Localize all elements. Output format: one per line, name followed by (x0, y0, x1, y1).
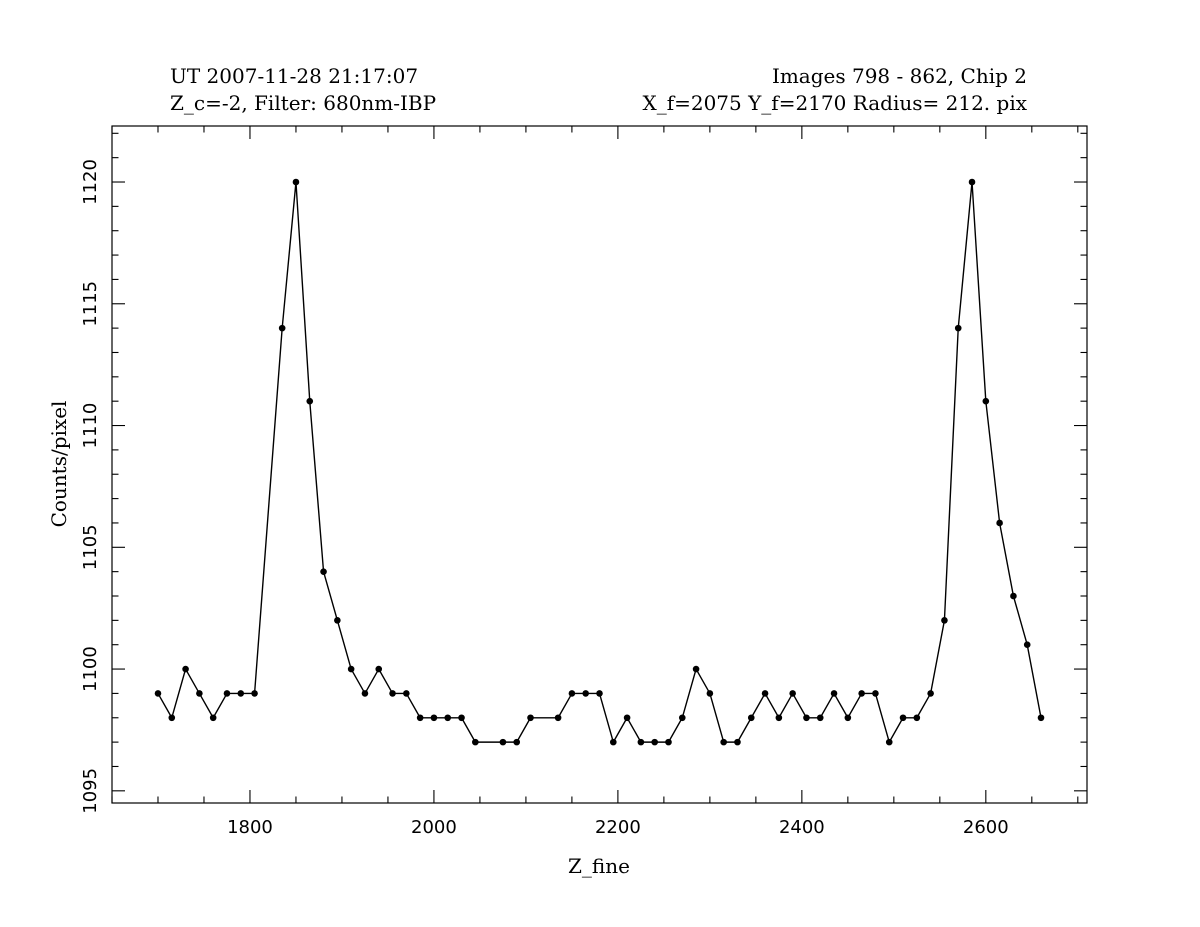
data-point (278, 324, 286, 332)
data-point (499, 738, 507, 746)
data-point (306, 397, 314, 405)
data-point (196, 690, 203, 697)
data-point (375, 665, 383, 673)
data-point (237, 690, 245, 697)
data-point (334, 617, 341, 624)
data-point (982, 397, 990, 405)
data-point (665, 738, 672, 746)
x-tick-label: 1800 (227, 817, 273, 838)
data-point (803, 714, 810, 722)
data-point (899, 714, 907, 722)
data-point (596, 690, 603, 697)
data-point (609, 738, 617, 746)
data-point (720, 738, 727, 746)
data-series (154, 178, 1045, 746)
data-point (996, 519, 1003, 527)
axis-ticks: 1800 2000 2200 2400 2600 1095 1100 1105 1110 1115… (80, 126, 1087, 838)
data-point (554, 714, 562, 722)
data-point (927, 690, 934, 697)
data-point (830, 690, 838, 697)
data-point (623, 714, 631, 722)
data-point (582, 690, 590, 697)
data-point (444, 714, 452, 722)
data-point (1037, 714, 1045, 722)
data-point (941, 617, 948, 624)
data-point (913, 714, 921, 722)
data-point (154, 690, 162, 697)
data-point (858, 690, 865, 697)
y-tick-label: 1095 (80, 768, 101, 814)
data-point (872, 690, 879, 697)
x-tick-label: 2200 (595, 817, 641, 838)
y-axis-label: Counts/pixel (47, 401, 71, 528)
header-images: Images 798 - 862, Chip 2 (772, 64, 1027, 88)
data-point (292, 178, 300, 186)
data-point (692, 665, 700, 673)
data-point (527, 714, 534, 722)
data-point (568, 690, 576, 697)
data-point (747, 714, 755, 722)
data-point (209, 714, 217, 722)
data-point (320, 568, 327, 575)
data-point (1010, 592, 1017, 600)
data-point (637, 738, 645, 746)
data-point (968, 178, 976, 186)
header-position: X_f=2075 Y_f=2170 Radius= 212. pix (642, 91, 1027, 115)
data-point (816, 714, 824, 722)
series-line (157, 181, 1042, 743)
header-filter: Z_c=-2, Filter: 680nm-IBP (170, 91, 436, 115)
data-point (761, 690, 769, 697)
y-tick-label: 1115 (80, 281, 101, 327)
data-point (168, 714, 176, 722)
data-point (1023, 641, 1031, 649)
data-point (789, 690, 796, 697)
data-point (182, 665, 189, 673)
y-tick-label: 1105 (80, 524, 101, 570)
data-point (844, 714, 852, 722)
data-point (651, 738, 658, 746)
plot-frame (111, 125, 1088, 804)
data-point (775, 714, 783, 722)
data-point (403, 690, 410, 697)
data-point (251, 690, 258, 697)
data-point (954, 324, 962, 332)
data-point (513, 738, 521, 746)
data-point (458, 714, 465, 722)
header-timestamp: UT 2007-11-28 21:17:07 (170, 64, 418, 88)
x-tick-label: 2000 (411, 817, 457, 838)
data-point (389, 690, 396, 697)
data-point (734, 738, 741, 746)
data-point (678, 714, 686, 722)
data-point (361, 690, 369, 697)
data-point (223, 690, 231, 697)
data-point (416, 714, 424, 722)
x-axis-label: Z_fine (568, 854, 630, 878)
x-tick-label: 2600 (963, 817, 1009, 838)
data-point (472, 738, 479, 746)
data-point (347, 665, 355, 673)
data-point (430, 714, 438, 722)
y-tick-label: 1110 (80, 403, 101, 449)
data-point (706, 690, 714, 697)
y-tick-label: 1100 (80, 646, 101, 692)
y-tick-label: 1120 (80, 159, 101, 205)
data-point (885, 738, 893, 746)
x-tick-label: 2400 (779, 817, 825, 838)
